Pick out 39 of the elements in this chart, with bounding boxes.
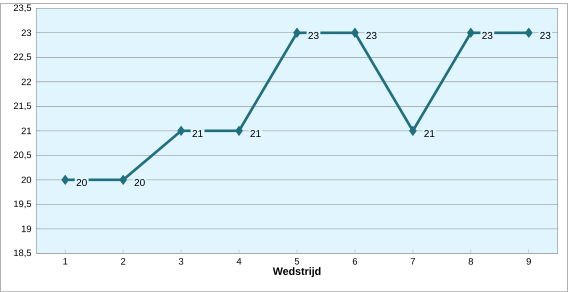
point [466, 28, 475, 38]
data-label: 23 [540, 32, 550, 40]
y-tick-label: 18,5 [14, 250, 32, 258]
y-tick-label: 21 [22, 128, 32, 134]
x-tick-label: 2 [121, 258, 126, 265]
point [409, 126, 417, 136]
y-tick-label: 21,5 [14, 102, 32, 110]
data-label: 23 [308, 32, 319, 40]
point [61, 175, 70, 186]
data-label: 23 [366, 32, 377, 40]
data-label: 21 [250, 130, 261, 138]
x-tick-label: 1 [63, 258, 68, 265]
x-tick-label: 9 [526, 258, 531, 265]
x-tick-label: 8 [468, 258, 474, 265]
y-tick-label: 23 [22, 30, 32, 36]
point [293, 28, 301, 38]
x-tick-label: 5 [294, 258, 300, 265]
data-label: 20 [134, 179, 145, 186]
point [177, 126, 185, 136]
data-label: 21 [192, 130, 203, 138]
y-tick-label: 22,5 [14, 54, 32, 62]
y-tick-label: 20,5 [14, 152, 32, 160]
x-tick-label: 4 [236, 258, 242, 265]
x-axis-title: Wedstrijd [272, 267, 320, 278]
x-tick-label: 6 [352, 258, 358, 265]
y-tick-label: 19 [22, 226, 32, 232]
y-tick-label: 23,5 [14, 4, 32, 12]
x-tick-label: 3 [178, 258, 184, 265]
point [119, 175, 127, 186]
data-label: 21 [424, 130, 434, 138]
point [524, 28, 533, 38]
data-label: 23 [482, 32, 492, 40]
data-label: 20 [76, 179, 87, 186]
x-tick-label: 7 [410, 258, 416, 265]
point [235, 126, 243, 136]
point [351, 28, 359, 38]
y-tick-label: 19,5 [14, 200, 32, 208]
y-tick-label: 22 [22, 78, 32, 86]
y-tick-label: 20 [22, 176, 32, 184]
